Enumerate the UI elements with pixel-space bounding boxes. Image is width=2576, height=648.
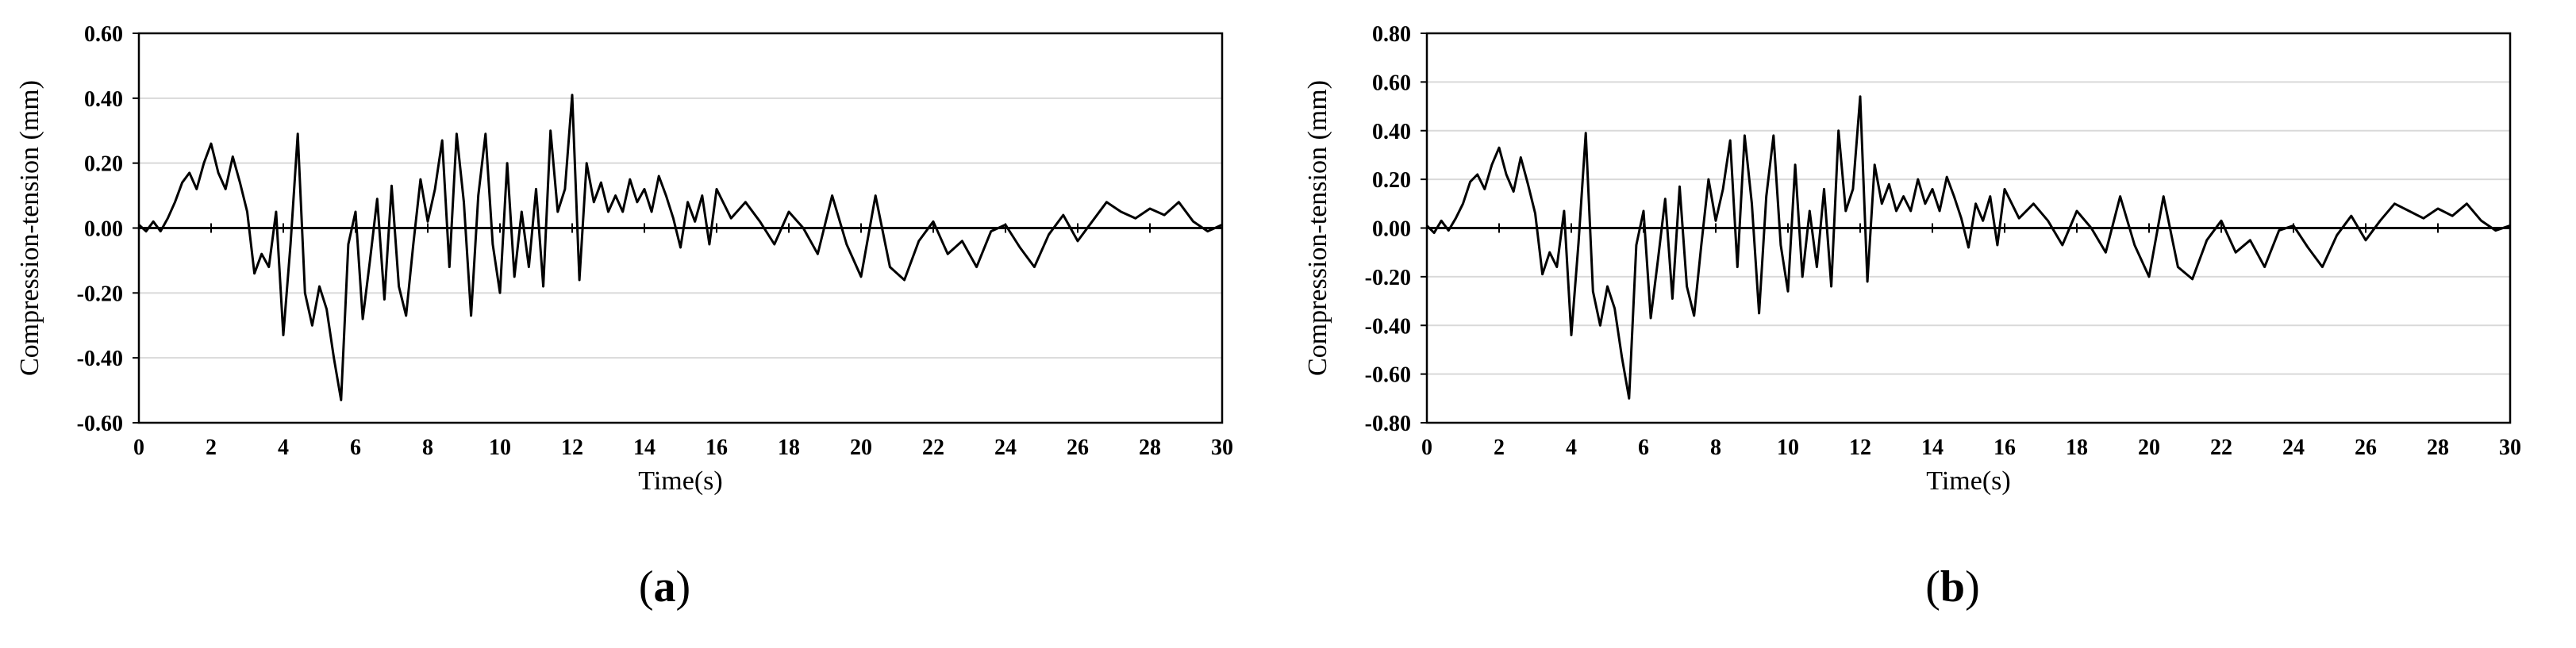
x-tick-label: 30 — [1211, 435, 1233, 460]
x-tick-label: 0 — [1421, 435, 1432, 460]
panel-label: (b) — [1925, 562, 1979, 612]
x-tick-label: 22 — [2210, 435, 2232, 460]
x-tick-label: 10 — [1777, 435, 1799, 460]
x-tick-label: 2 — [206, 435, 217, 460]
y-axis-title: Compression-tension (mm) — [15, 80, 44, 376]
y-tick-label: -0.20 — [77, 282, 123, 306]
panel-label: (a) — [639, 562, 690, 612]
y-tick-label: -0.40 — [77, 347, 123, 371]
y-tick-label: -0.60 — [1365, 363, 1411, 388]
x-tick-label: 14 — [633, 435, 656, 460]
x-tick-label: 4 — [278, 435, 289, 460]
y-tick-label: 0.40 — [1372, 120, 1411, 144]
x-tick-label: 22 — [922, 435, 944, 460]
y-tick-label: 0.20 — [84, 152, 123, 177]
y-tick-label: 0.00 — [1372, 217, 1411, 242]
y-tick-label: -0.80 — [1365, 412, 1411, 436]
x-axis-title: Time(s) — [1926, 466, 2010, 496]
x-tick-label: 0 — [133, 435, 144, 460]
x-tick-label: 4 — [1566, 435, 1577, 460]
series-line — [137, 94, 1223, 401]
x-axis-title: Time(s) — [638, 466, 722, 496]
y-tick-label: 0.60 — [1372, 71, 1411, 95]
y-tick-label: 0.00 — [84, 217, 123, 242]
y-tick-label: -0.40 — [1365, 314, 1411, 339]
x-tick-label: 18 — [778, 435, 800, 460]
y-tick-label: -0.20 — [1365, 266, 1411, 290]
x-tick-label: 28 — [1139, 435, 1161, 460]
chart-a-svg: 0 2 4 6 8 10 12 14 16 18 20 22 24 26 28 30-0.60-0.40-0.… — [15, 22, 1233, 612]
chart-panel-a: 0 2 4 6 8 10 12 14 16 18 20 22 24 26 28 30 -0.60 -0.40 -0.… — [15, 22, 1233, 612]
x-tick-label: 12 — [561, 435, 583, 460]
y-axis-title: Compression-tension (mm) — [1303, 80, 1332, 376]
y-tick-label: 0.80 — [1372, 22, 1411, 47]
y-tick-label: -0.60 — [77, 412, 123, 436]
x-tick-label: 18 — [2066, 435, 2088, 460]
x-tick-label: 30 — [2499, 435, 2521, 460]
x-tick-label: 14 — [1921, 435, 1944, 460]
x-tick-label: 20 — [2138, 435, 2160, 460]
x-tick-label: 6 — [350, 435, 361, 460]
x-tick-label: 6 — [1638, 435, 1649, 460]
y-tick-label: 0.40 — [84, 87, 123, 112]
x-tick-label: 20 — [850, 435, 872, 460]
x-tick-label: 12 — [1849, 435, 1871, 460]
x-tick-label: 16 — [1994, 435, 2016, 460]
y-tick-label: 0.20 — [1372, 168, 1411, 193]
series-line — [1425, 95, 2511, 400]
x-tick-label: 26 — [2355, 435, 2377, 460]
x-tick-label: 26 — [1067, 435, 1089, 460]
panel-label-letter: a — [654, 562, 676, 612]
x-tick-label: 8 — [422, 435, 433, 460]
chart-b-svg: 0 2 4 6 8 10 12 14 16 18 20 22 24 26 28 30-0.80-0.60-0.… — [1303, 22, 2521, 612]
x-tick-label: 24 — [994, 435, 1017, 460]
y-tick-label: 0.60 — [84, 22, 123, 47]
panel-label-letter: b — [1940, 562, 1965, 612]
x-tick-label: 16 — [706, 435, 728, 460]
x-tick-label: 28 — [2427, 435, 2449, 460]
x-tick-label: 8 — [1710, 435, 1721, 460]
chart-panel-b: 0 2 4 6 8 10 12 14 16 18 20 22 24 26 28 30 -0.80 -0.60 -0.… — [1288, 0, 2576, 648]
x-tick-label: 24 — [2282, 435, 2305, 460]
x-tick-label: 10 — [489, 435, 511, 460]
x-tick-label: 2 — [1494, 435, 1505, 460]
